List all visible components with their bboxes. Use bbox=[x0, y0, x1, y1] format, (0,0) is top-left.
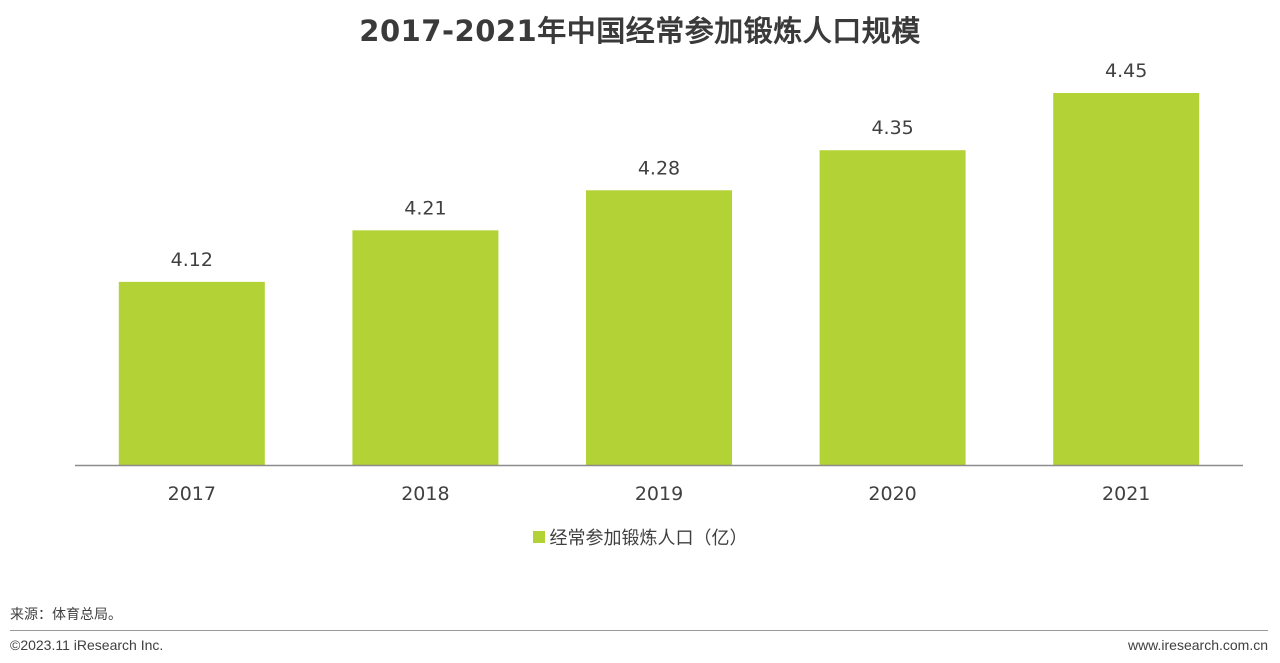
source-note: 来源：体育总局。 bbox=[10, 607, 122, 623]
x-tick-2017: 2017 bbox=[168, 483, 216, 505]
x-tick-2020: 2020 bbox=[868, 483, 916, 505]
data-label-2017: 4.12 bbox=[171, 249, 213, 271]
bar-2019 bbox=[586, 190, 732, 466]
data-label-2021: 4.45 bbox=[1105, 60, 1147, 82]
bar-2017 bbox=[118, 281, 265, 465]
legend-label: 经常参加锻炼人口（亿） bbox=[549, 528, 748, 549]
bar-2021 bbox=[1053, 93, 1200, 465]
data-label-2018: 4.21 bbox=[404, 197, 446, 219]
data-label-2020: 4.35 bbox=[871, 117, 913, 139]
bar-chart: 4.12 2017 4.21 2018 4.28 2019 4.35 2020 4.45 2021 bbox=[75, 60, 1243, 505]
bar-2020 bbox=[819, 150, 966, 465]
x-tick-2019: 2019 bbox=[635, 483, 683, 505]
x-tick-2021: 2021 bbox=[1102, 483, 1150, 505]
chart-title: 2017-2021年中国经常参加锻炼人口规模 bbox=[359, 14, 921, 48]
legend-swatch bbox=[532, 531, 545, 543]
legend: 经常参加锻炼人口（亿） bbox=[0, 524, 1280, 550]
x-tick-2018: 2018 bbox=[401, 483, 449, 505]
bar-2018 bbox=[352, 230, 499, 465]
footer-divider bbox=[10, 630, 1268, 631]
data-label-2019: 4.28 bbox=[638, 157, 680, 179]
copyright-text: ©2023.11 iResearch Inc. bbox=[10, 637, 164, 653]
website-link[interactable]: www.iresearch.com.cn bbox=[1127, 637, 1268, 653]
